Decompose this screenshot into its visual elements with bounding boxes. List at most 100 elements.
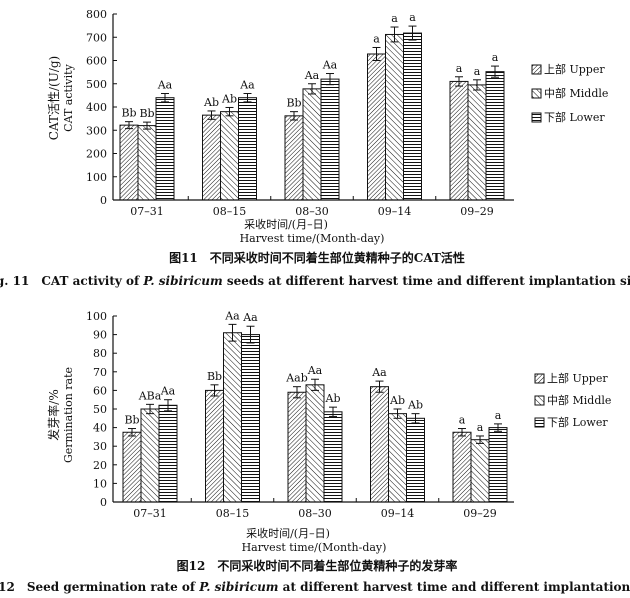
significance-label: Ab <box>407 399 423 412</box>
significance-label: a <box>456 62 463 75</box>
figure-caption-en: Fig. 12 Seed germination rate of P. sibi… <box>0 580 630 594</box>
legend-label: 下部 Lower <box>547 415 608 429</box>
significance-label: a <box>373 32 380 45</box>
bar <box>323 411 343 503</box>
x-tick-label: 09–14 <box>381 507 415 520</box>
significance-label: Bb <box>139 107 154 120</box>
legend-label: 上部 Upper <box>547 371 608 385</box>
bar <box>158 404 178 503</box>
y-tick-label: 50 <box>93 403 107 416</box>
significance-label: Aab <box>285 372 308 385</box>
x-tick-label: 08–15 <box>216 507 250 520</box>
x-tick-label: 09–29 <box>460 205 494 218</box>
bar <box>220 111 239 201</box>
significance-label: Ab <box>203 96 219 109</box>
y-axis-title-cn: CAT活性/(U/g) <box>47 56 61 140</box>
y-tick-label: 90 <box>93 329 107 342</box>
legend: 上部 Upper 中部 Middle 下部 Lower <box>534 371 611 429</box>
legend: 上部 Upper 中部 Middle 下部 Lower <box>531 62 608 124</box>
significance-label: Aa <box>157 79 173 92</box>
significance-label: Aa <box>224 309 240 322</box>
cat-activity-chart: CAT活性/(U/g) CAT activity 0 100 200 300 400 50… <box>0 8 630 288</box>
y-tick-label: 600 <box>86 55 107 68</box>
significance-label: Ab <box>221 92 237 105</box>
legend-label: 上部 Upper <box>544 62 605 76</box>
y-tick-label: 0 <box>100 194 107 207</box>
x-axis-title-en: Harvest time/(Month-day) <box>240 232 385 245</box>
significance-label: ABa <box>138 389 162 402</box>
legend-swatch <box>534 417 545 428</box>
significance-label: Aa <box>304 69 320 82</box>
significance-label: a <box>391 12 398 25</box>
significance-label: Ab <box>325 392 341 405</box>
legend-label: 下部 Lower <box>544 110 605 124</box>
x-axis-title-cn: 采收时间/(月–日) <box>244 217 328 231</box>
significance-label: a <box>477 421 484 434</box>
y-tick-label: 40 <box>93 422 107 435</box>
bar <box>302 88 322 201</box>
y-tick-label: 10 <box>93 477 107 490</box>
bar <box>305 384 325 503</box>
significance-label: Bb <box>121 107 136 120</box>
significance-label: Aa <box>160 385 176 398</box>
legend-label: 中部 Middle <box>547 393 611 407</box>
figure-caption-cn: 图12 不同采收时间不同着生部位黄精种子的发芽率 <box>177 558 458 573</box>
figure-caption-en: Fig. 11 CAT activity of P. sibiricum see… <box>0 274 630 288</box>
y-axis-title-en: CAT activity <box>62 63 75 131</box>
bar <box>452 431 472 503</box>
bar <box>488 427 508 503</box>
bar <box>467 84 487 201</box>
bar <box>137 125 157 201</box>
bar <box>470 439 490 503</box>
bar <box>155 97 175 201</box>
significance-label: Ab <box>389 394 405 407</box>
significance-label: a <box>495 409 502 422</box>
y-tick-label: 700 <box>86 31 107 44</box>
bar <box>385 33 404 201</box>
significance-label: Aa <box>307 364 323 377</box>
bar <box>205 389 224 503</box>
figure-caption-cn: 图11 不同采收时间不同着生部位黄精种子的CAT活性 <box>169 250 465 265</box>
x-tick-label: 08–30 <box>295 205 329 218</box>
bar <box>403 32 422 201</box>
x-tick-label: 08–15 <box>213 205 247 218</box>
y-tick-label: 30 <box>93 440 107 453</box>
x-tick-label: 07–31 <box>130 205 164 218</box>
bar <box>485 71 505 201</box>
y-tick-label: 0 <box>100 496 107 509</box>
bar <box>367 53 386 201</box>
y-tick-label: 80 <box>93 347 107 360</box>
y-tick-label: 20 <box>93 459 107 472</box>
y-tick-label: 300 <box>86 124 107 137</box>
bar <box>140 408 160 503</box>
x-tick-label: 09–29 <box>463 507 497 520</box>
legend-swatch <box>534 373 545 384</box>
bar <box>406 417 425 503</box>
significance-label: Aa <box>242 311 258 324</box>
x-tick-label: 07–31 <box>133 507 167 520</box>
bar <box>119 124 139 201</box>
significance-label: Bb <box>207 370 222 383</box>
y-tick-label: 200 <box>86 148 107 161</box>
x-tick-label: 09–14 <box>378 205 412 218</box>
significance-label: Bb <box>286 97 301 110</box>
y-axis-title-en: Germination rate <box>62 367 75 463</box>
bar <box>122 431 142 503</box>
y-tick-label: 800 <box>86 8 107 21</box>
bar <box>320 78 340 201</box>
significance-label: Aa <box>322 59 338 72</box>
bar <box>370 386 389 503</box>
legend-label: 中部 Middle <box>544 86 608 100</box>
bar <box>449 80 469 201</box>
legend-swatch <box>531 64 542 75</box>
x-axis-title-cn: 采收时间/(月–日) <box>246 526 330 540</box>
legend-swatch <box>531 88 542 99</box>
bar <box>388 413 407 503</box>
significance-label: Bb <box>124 414 139 427</box>
y-tick-label: 60 <box>93 384 107 397</box>
significance-label: a <box>474 65 481 78</box>
bar <box>284 115 304 201</box>
bar <box>241 334 260 503</box>
legend-swatch <box>534 395 545 406</box>
